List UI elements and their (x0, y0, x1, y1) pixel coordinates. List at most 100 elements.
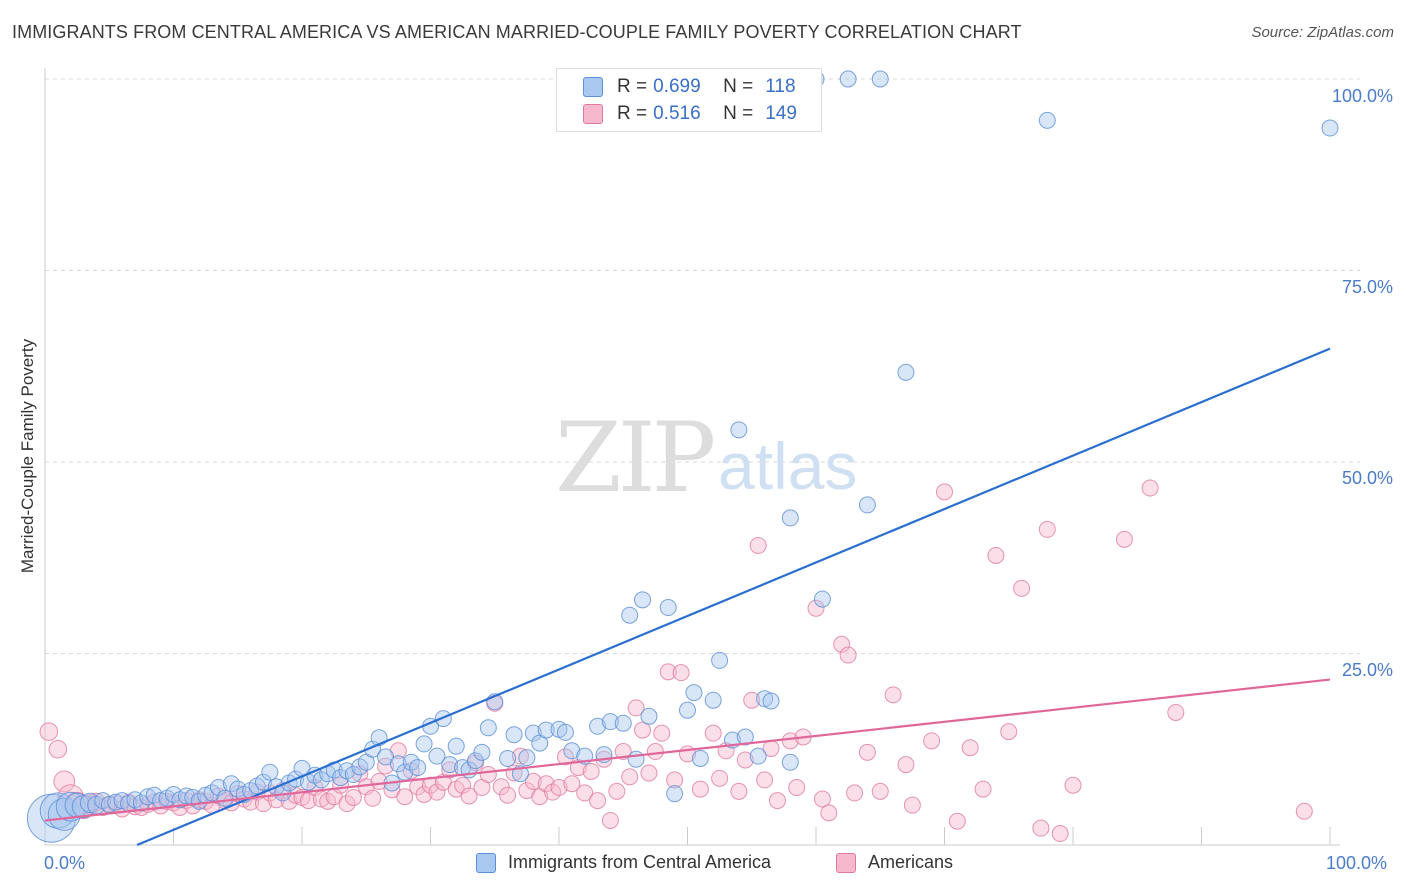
americans-point (479, 766, 497, 784)
americans-point (499, 786, 517, 804)
americans-point (1115, 530, 1133, 548)
immigrants-point (473, 743, 491, 761)
americans-point (460, 787, 478, 805)
immigrants-point (679, 701, 696, 719)
americans-point (492, 778, 510, 796)
immigrants-point (209, 779, 227, 797)
americans-point (788, 779, 806, 797)
americans-point (820, 804, 838, 822)
americans-point (537, 775, 555, 793)
americans-point (961, 739, 979, 757)
legend-item-americans[interactable]: Americans (836, 852, 953, 873)
americans-point (1000, 723, 1018, 741)
americans-point (364, 789, 382, 807)
immigrants-point (601, 713, 619, 731)
immigrants-point (537, 721, 555, 739)
immigrants-point (749, 747, 767, 765)
immigrants-point (781, 509, 799, 527)
immigrants-point (556, 723, 574, 741)
americans-point (897, 756, 915, 774)
y-tick-label-75: 75.0% (1341, 277, 1393, 297)
immigrants-point (589, 717, 607, 735)
americans-point (441, 761, 459, 779)
legend-label-americans: Americans (868, 852, 954, 872)
americans-point (646, 743, 664, 761)
americans-point (1064, 776, 1082, 794)
americans-point (730, 782, 748, 800)
immigrants-point (666, 785, 684, 803)
americans-point (1295, 802, 1313, 820)
americans-point (813, 790, 831, 808)
americans-point (601, 811, 619, 829)
immigrants-point (190, 792, 208, 810)
americans-point (582, 762, 600, 780)
americans-point (344, 789, 362, 807)
n-label: N = (723, 103, 754, 124)
americans-point (743, 691, 761, 709)
americans-point (53, 770, 76, 793)
r-value: 0.516 (653, 103, 701, 124)
pink-swatch (836, 852, 856, 873)
immigrants-point (312, 771, 330, 789)
legend-item-immigrants[interactable]: Immigrants from Central America (476, 852, 771, 873)
immigrants-point (711, 651, 729, 669)
r-label: R = (617, 103, 648, 124)
immigrants-point (730, 421, 748, 439)
immigrants-point (614, 714, 632, 732)
immigrants-point (466, 752, 484, 770)
immigrants-point (781, 753, 799, 771)
americans-point (749, 536, 767, 554)
americans-point (1141, 479, 1159, 497)
immigrants-point (627, 750, 645, 768)
pink-swatch (583, 104, 603, 124)
americans-point (338, 795, 356, 813)
americans-point (550, 779, 568, 797)
americans-point (871, 782, 889, 800)
americans-point (936, 483, 953, 501)
immigrants-point (505, 726, 523, 744)
immigrants-point (762, 692, 780, 710)
x-tick-label-100: 100.0% (1326, 853, 1388, 873)
immigrants-point (621, 606, 639, 624)
legend-label-immigrants: Immigrants from Central America (508, 852, 772, 872)
americans-point (1013, 579, 1031, 597)
legend-row-americans: R = 0.516 N = 149 (583, 102, 797, 126)
n-label: N = (723, 76, 754, 97)
americans-point (415, 785, 433, 803)
immigrants-point (640, 707, 658, 725)
immigrants-point (415, 735, 433, 753)
americans-point (666, 771, 684, 789)
americans-point (884, 686, 902, 704)
americans-point (987, 546, 1005, 564)
americans-point (1167, 703, 1185, 721)
immigrants-point (897, 363, 915, 381)
americans-point (1038, 520, 1056, 538)
americans-point (781, 732, 799, 750)
americans-trend-line (44, 678, 1331, 822)
americans-point (923, 732, 941, 750)
americans-point (576, 784, 594, 802)
r-value: 0.699 (653, 76, 701, 97)
immigrants-point (479, 719, 497, 737)
immigrants-point (447, 737, 465, 755)
americans-point (627, 699, 645, 717)
immigrants-point (634, 591, 652, 609)
americans-point (736, 751, 754, 769)
americans-point (621, 768, 639, 786)
americans-point (846, 784, 864, 802)
immigrants-point (685, 684, 703, 702)
immigrants-point (858, 496, 876, 514)
americans-point (807, 599, 825, 617)
immigrants-point (332, 769, 350, 787)
immigrants-point (254, 773, 272, 791)
source-link[interactable]: Source: ZipAtlas.com (1251, 24, 1394, 41)
americans-point (556, 748, 574, 766)
immigrants-point (499, 749, 517, 767)
immigrants-point (691, 749, 709, 767)
americans-point (903, 796, 921, 814)
x-tick-label-0: 0.0% (44, 853, 86, 873)
americans-point (839, 646, 857, 664)
stats-legend: R = 0.699 N = 118 R = 0.516 N = 149 (556, 68, 822, 132)
immigrants-point (871, 70, 889, 88)
immigrants-point (409, 759, 427, 777)
